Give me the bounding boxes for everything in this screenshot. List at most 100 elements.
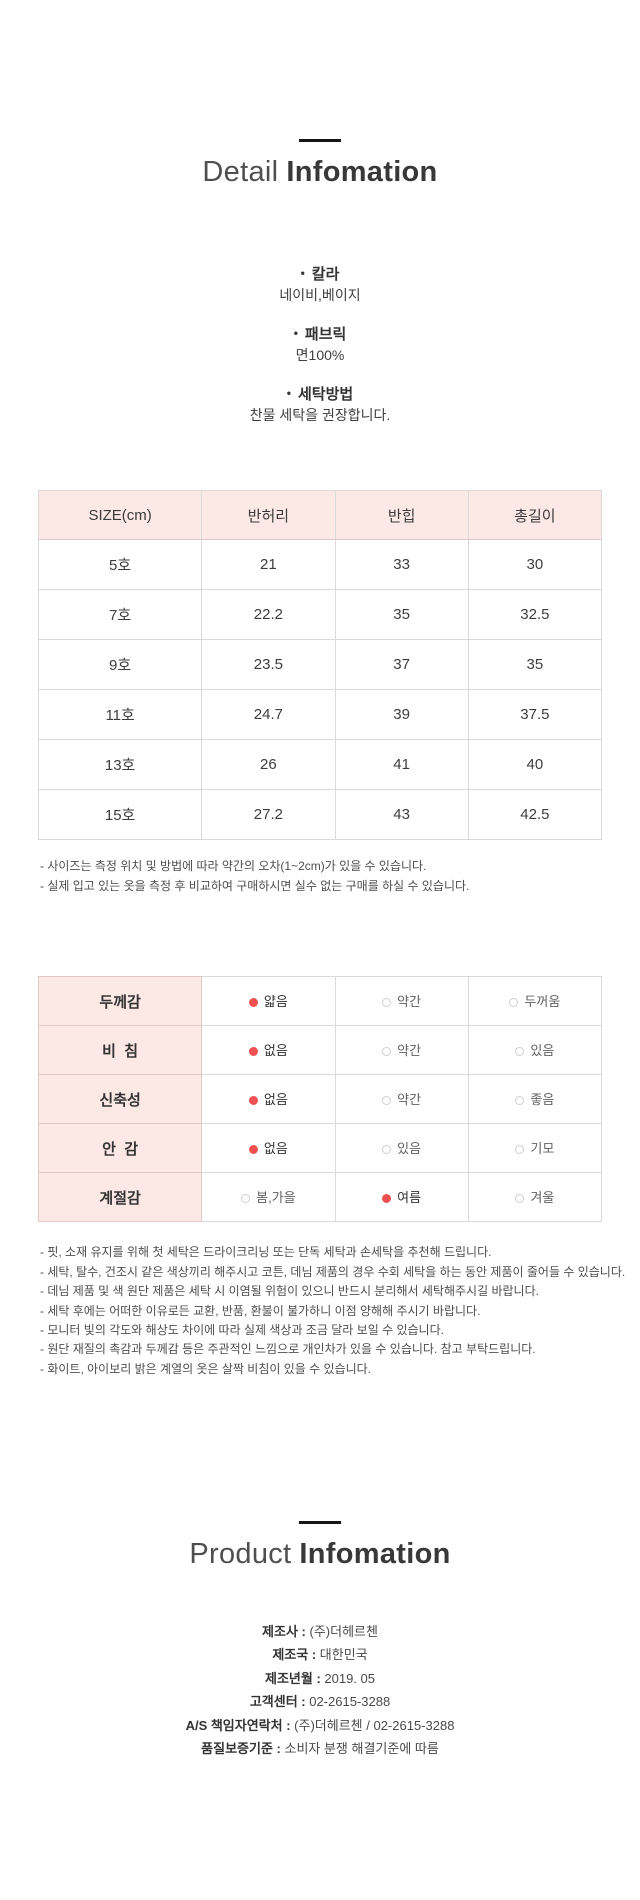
attribute-label: 신축성	[37, 1074, 203, 1125]
info-separator: :	[297, 1694, 310, 1710]
attribute-option-text: 없음	[263, 1141, 288, 1157]
bullet-icon: •	[286, 386, 291, 401]
size-note-line: - 실제 입고 있는 옷을 측정 후 비교하여 구매하시면 실수 없는 구매를 …	[40, 878, 470, 893]
size-table-row: 13호 26 41 40	[37, 739, 603, 791]
info-value: 2019. 05	[324, 1670, 375, 1686]
size-notes: - 사이즈는 측정 위치 및 방법에 따라 약간의 오차(1~2cm)가 있을 …	[40, 857, 640, 896]
info-label: 고객센터	[249, 1694, 298, 1710]
attribute-option-text: 있음	[397, 1141, 422, 1157]
size-cell: 41	[334, 739, 469, 791]
info-label: 제조사	[262, 1623, 298, 1639]
spec-value: 찬물 세탁을 권장합니다.	[249, 407, 391, 424]
attribute-option-text: 없음	[263, 1043, 288, 1059]
size-column-header: SIZE(cm)	[37, 490, 203, 541]
info-label: 제조년월	[264, 1670, 313, 1686]
size-table-row: 7호 22.2 35 32.5	[37, 589, 603, 641]
size-cell: 35	[467, 639, 603, 691]
radio-selected-icon	[248, 998, 258, 1008]
attribute-option: 약간	[382, 1043, 421, 1058]
attribute-option-cell: 얇음	[201, 976, 336, 1027]
attribute-option-text: 두꺼움	[524, 994, 561, 1010]
info-separator: :	[272, 1741, 285, 1757]
attribute-option-text: 겨울	[530, 1190, 555, 1206]
radio-selected-icon	[248, 1145, 258, 1155]
product-title-light: Product	[189, 1538, 292, 1571]
spec-label: • 패브릭	[0, 325, 640, 343]
size-cell: 33	[334, 539, 469, 591]
attribute-label: 계절감	[37, 1172, 203, 1223]
radio-selected-icon	[248, 1047, 258, 1057]
attribute-option: 기모	[515, 1141, 554, 1156]
size-cell: 43	[334, 789, 469, 841]
attribute-option-cell: 겨울	[467, 1172, 603, 1223]
product-section-divider	[299, 1521, 341, 1525]
size-cell: 42.5	[467, 789, 603, 841]
info-label: 품질보증기준	[201, 1741, 273, 1757]
size-cell: 40	[467, 739, 603, 791]
attribute-option-text: 약간	[397, 1092, 422, 1108]
attribute-option-text: 약간	[397, 994, 422, 1010]
attribute-option-cell: 기모	[467, 1123, 603, 1174]
radio-unselected-icon	[509, 998, 519, 1008]
attribute-option: 여름	[382, 1190, 421, 1205]
size-cell: 37.5	[467, 689, 603, 741]
attribute-label: 두께감	[37, 976, 203, 1027]
attribute-option-cell: 있음	[467, 1025, 603, 1076]
info-value: 대한민국	[319, 1647, 368, 1663]
attribute-option: 겨울	[515, 1190, 554, 1205]
radio-unselected-icon	[515, 1047, 525, 1057]
size-table-row: 15호 27.2 43 42.5	[37, 789, 603, 841]
detail-section-title: Detail Infomation	[0, 156, 640, 189]
manufacturer-info-row: 제조년월 : 2019. 05	[0, 1667, 640, 1691]
spec-label-text: 패브릭	[304, 326, 347, 344]
info-value: (주)더헤르첸	[309, 1623, 378, 1639]
care-note-line: - 화이트, 아이보리 밝은 계열의 옷은 살짝 비침이 있을 수 있습니다.	[40, 1361, 372, 1376]
radio-unselected-icon	[515, 1145, 525, 1155]
attribute-row: 비 침 없음 약간 있음	[37, 1025, 603, 1076]
radio-unselected-icon	[382, 998, 392, 1008]
manufacturer-info-row: A/S 책임자연락처 : (주)더헤르첸 / 02-2615-3288	[0, 1714, 640, 1738]
size-cell: 35	[334, 589, 469, 641]
size-cell: 30	[467, 539, 603, 591]
spec-item: • 칼라 네이비,베이지	[0, 265, 640, 303]
info-separator: :	[308, 1647, 320, 1663]
attribute-option-text: 봄,가을	[256, 1190, 296, 1206]
product-section-title: Product Infomation	[0, 1538, 640, 1571]
bullet-icon: •	[293, 326, 298, 341]
attribute-option-cell: 좋음	[467, 1074, 603, 1125]
attribute-option: 약간	[382, 994, 421, 1009]
size-cell: 9호	[37, 639, 203, 691]
size-table: SIZE(cm) 반허리 반힙 총길이 5호 21 33 30 7호 22.2 35 32.5 9호 2…	[37, 490, 603, 841]
detail-title-light: Detail	[202, 156, 279, 188]
size-cell: 24.7	[201, 689, 336, 741]
radio-selected-icon	[382, 1194, 392, 1204]
size-column-header: 반허리	[201, 490, 336, 541]
attribute-option-cell: 약간	[334, 1025, 469, 1076]
attribute-option: 없음	[248, 1092, 288, 1108]
care-note-line: - 데님 제품 및 색 원단 제품은 세탁 시 이염될 위험이 있으니 반드시 …	[40, 1284, 539, 1299]
radio-unselected-icon	[382, 1145, 392, 1155]
manufacturer-info-row: 제조국 : 대한민국	[0, 1643, 640, 1667]
attribute-option: 있음	[515, 1043, 554, 1058]
attribute-option-text: 여름	[397, 1190, 422, 1206]
size-column-header: 총길이	[467, 490, 603, 541]
attribute-label: 안 감	[37, 1123, 203, 1174]
radio-unselected-icon	[382, 1047, 392, 1057]
size-cell: 15호	[37, 789, 203, 841]
attribute-option: 없음	[248, 1141, 288, 1157]
care-note-line: - 원단 재질의 촉감과 두께감 등은 주관적인 느낌으로 개인차가 있을 수 …	[40, 1342, 536, 1357]
radio-unselected-icon	[515, 1194, 525, 1204]
size-cell: 13호	[37, 739, 203, 791]
attribute-option-text: 없음	[263, 1092, 288, 1108]
attribute-option: 약간	[382, 1092, 421, 1107]
radio-unselected-icon	[382, 1096, 392, 1106]
size-cell: 22.2	[201, 589, 336, 641]
attribute-option: 얇음	[248, 994, 288, 1009]
size-cell: 7호	[37, 589, 203, 641]
spec-value: 면100%	[295, 347, 345, 364]
attribute-option-cell: 봄,가을	[201, 1172, 336, 1223]
care-note-line: - 핏, 소재 유지를 위해 첫 세탁은 드라이크리닝 또는 단독 세탁과 손세…	[40, 1245, 492, 1260]
spec-label: • 세탁방법	[0, 385, 640, 403]
info-label: 제조국	[272, 1647, 309, 1663]
